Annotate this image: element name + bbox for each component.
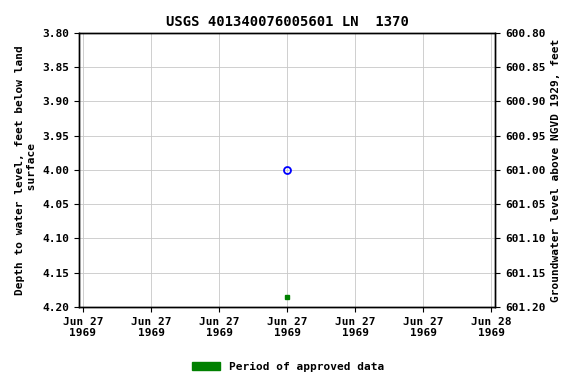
Y-axis label: Depth to water level, feet below land
 surface: Depth to water level, feet below land su…	[15, 45, 37, 295]
Legend: Period of approved data: Period of approved data	[188, 358, 388, 377]
Y-axis label: Groundwater level above NGVD 1929, feet: Groundwater level above NGVD 1929, feet	[551, 38, 561, 301]
Title: USGS 401340076005601 LN  1370: USGS 401340076005601 LN 1370	[166, 15, 408, 29]
